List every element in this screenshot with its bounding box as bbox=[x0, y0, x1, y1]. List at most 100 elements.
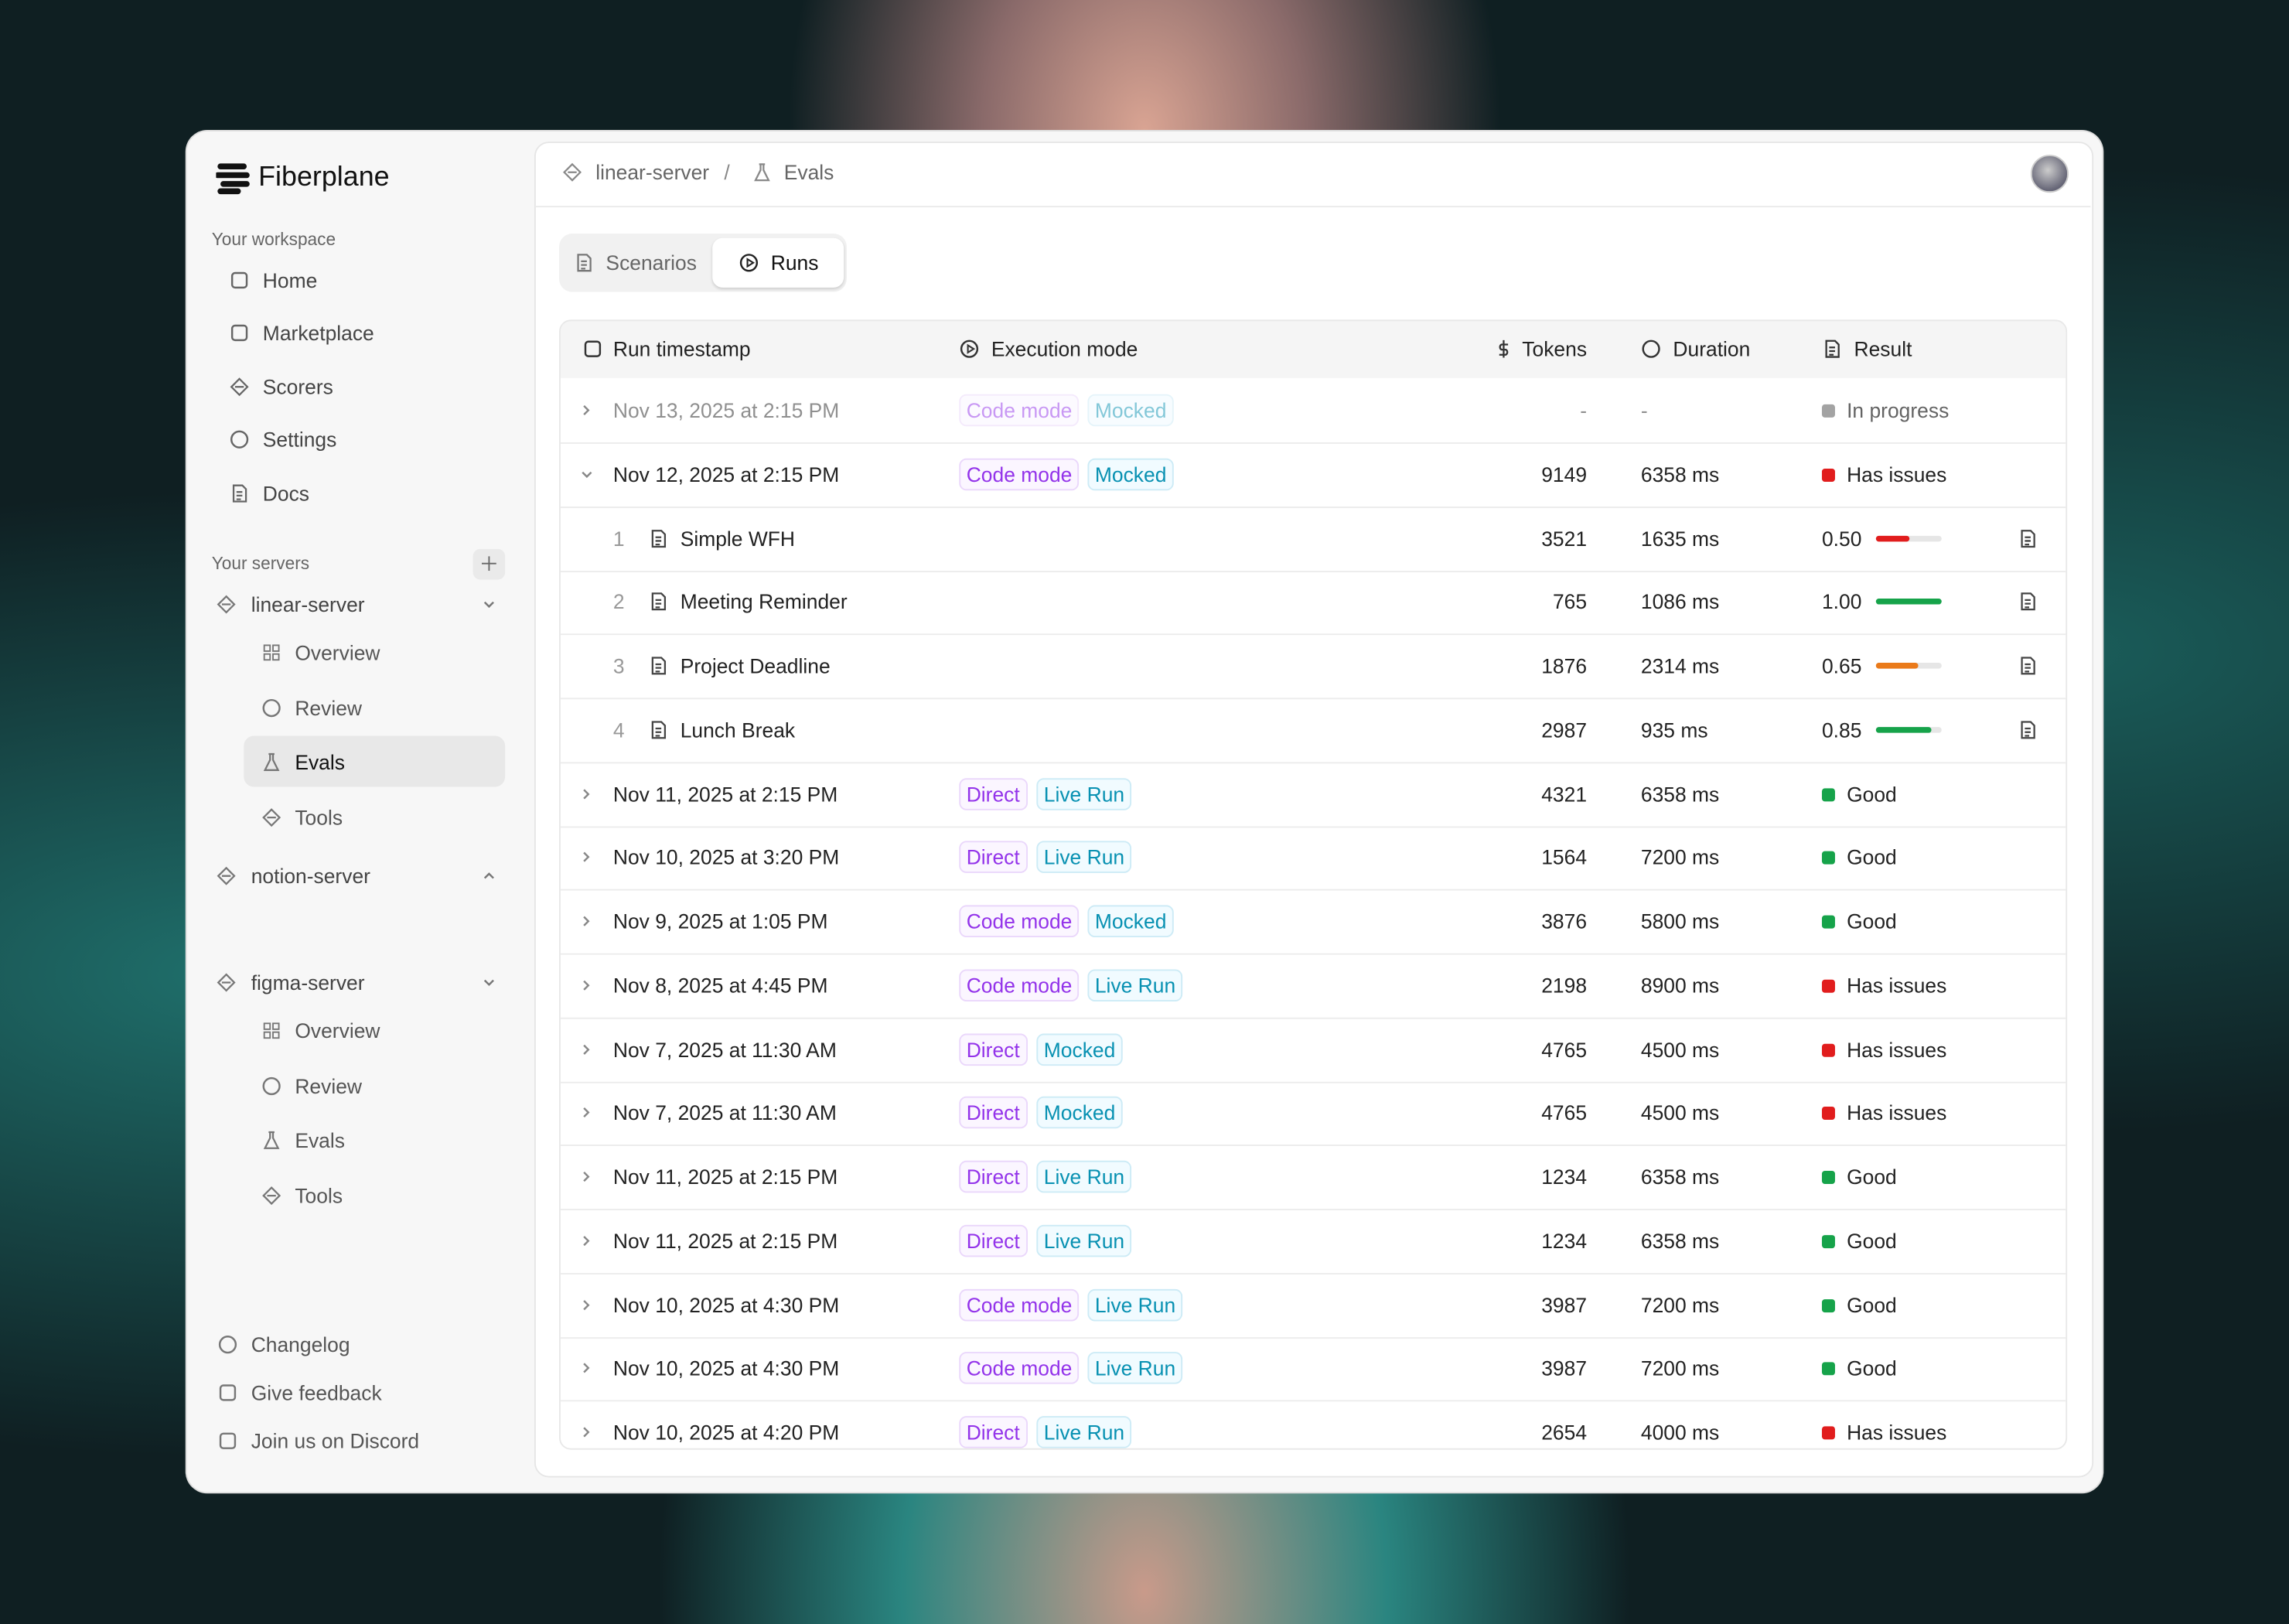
icon bbox=[261, 1130, 281, 1150]
status-dot bbox=[1821, 1426, 1835, 1440]
server-item[interactable]: Tools bbox=[295, 1183, 343, 1207]
icon[interactable] bbox=[2018, 527, 2038, 548]
row-divider bbox=[560, 1400, 2066, 1402]
mode-tag: Direct bbox=[959, 777, 1028, 810]
duration: 6358 ms bbox=[1640, 462, 1720, 486]
duration: 7200 ms bbox=[1640, 1356, 1720, 1380]
breadcrumb[interactable]: linear-server bbox=[595, 160, 710, 184]
divider bbox=[535, 206, 2091, 208]
footer-link[interactable]: Changelog bbox=[251, 1332, 350, 1356]
result: Has issues bbox=[1847, 462, 1947, 486]
column-header: Result bbox=[1854, 337, 1912, 361]
icon bbox=[577, 1166, 597, 1186]
run-timestamp[interactable]: Nov 11, 2025 at 2:15 PM bbox=[612, 781, 838, 806]
run-timestamp[interactable]: Nov 7, 2025 at 11:30 AM bbox=[612, 1100, 837, 1125]
mode-tag: Code mode bbox=[959, 905, 1080, 937]
scenario-name[interactable]: Meeting Reminder bbox=[680, 590, 848, 614]
run-timestamp[interactable]: Nov 11, 2025 at 2:15 PM bbox=[612, 1165, 838, 1189]
duration: 8900 ms bbox=[1640, 973, 1720, 997]
icon bbox=[217, 1383, 237, 1403]
run-timestamp[interactable]: Nov 10, 2025 at 3:20 PM bbox=[612, 845, 840, 869]
run-timestamp[interactable]: Nov 7, 2025 at 11:30 AM bbox=[612, 1037, 837, 1061]
table: Run timestamp Execution mode Tokens Duratio… bbox=[559, 319, 2068, 1450]
icon bbox=[959, 339, 979, 359]
icon bbox=[229, 377, 249, 397]
result: Good bbox=[1847, 909, 1897, 933]
nav-item[interactable]: Marketplace bbox=[262, 321, 374, 345]
mode-tag: Direct bbox=[959, 841, 1028, 874]
tokens: 2198 bbox=[1541, 973, 1588, 997]
server-item[interactable]: Tools bbox=[295, 805, 343, 829]
nav-item[interactable]: Scorers bbox=[262, 375, 333, 399]
server-name[interactable]: notion-server bbox=[251, 864, 370, 888]
tab[interactable]: Scenarios bbox=[606, 251, 697, 275]
row-divider bbox=[560, 1145, 2066, 1147]
status-dot bbox=[1821, 1234, 1835, 1248]
status-dot bbox=[1821, 1107, 1835, 1121]
result: Good bbox=[1847, 1165, 1897, 1189]
brand[interactable]: Fiberplane bbox=[258, 162, 390, 193]
nav-item[interactable]: Docs bbox=[262, 481, 310, 506]
result: Has issues bbox=[1847, 1037, 1947, 1061]
icon bbox=[577, 1039, 597, 1059]
mode-tag: Direct bbox=[959, 1032, 1028, 1066]
row-divider bbox=[560, 1336, 2066, 1339]
run-timestamp[interactable]: Nov 8, 2025 at 4:45 PM bbox=[612, 973, 828, 997]
mode-tag: Live Run bbox=[1087, 1352, 1183, 1385]
tokens: - bbox=[1580, 398, 1588, 422]
tokens: 3987 bbox=[1541, 1356, 1588, 1380]
row-divider bbox=[560, 761, 2066, 763]
server-name[interactable]: linear-server bbox=[251, 592, 365, 616]
icon[interactable] bbox=[2018, 656, 2038, 676]
run-timestamp[interactable]: Nov 10, 2025 at 4:20 PM bbox=[612, 1420, 840, 1445]
icon bbox=[577, 975, 597, 995]
run-timestamp[interactable]: Nov 10, 2025 at 4:30 PM bbox=[612, 1356, 840, 1380]
column-header: Tokens bbox=[1522, 337, 1588, 361]
tab-active[interactable]: Runs bbox=[770, 251, 819, 275]
server-item[interactable]: Evals bbox=[295, 750, 345, 774]
row-divider bbox=[560, 506, 2066, 508]
breadcrumb[interactable]: Evals bbox=[783, 160, 834, 184]
avatar[interactable] bbox=[2030, 155, 2069, 193]
icon bbox=[261, 697, 281, 717]
icon bbox=[229, 322, 249, 343]
nav-item[interactable]: Settings bbox=[262, 428, 337, 452]
icon bbox=[479, 972, 499, 992]
column-header: Execution mode bbox=[991, 337, 1138, 361]
run-timestamp[interactable]: Nov 10, 2025 at 4:30 PM bbox=[612, 1292, 840, 1316]
icon bbox=[229, 270, 249, 290]
duration: 4500 ms bbox=[1640, 1037, 1720, 1061]
server-item[interactable]: Review bbox=[295, 695, 362, 719]
mode-tag: Code mode bbox=[959, 1288, 1080, 1321]
server-item[interactable]: Evals bbox=[295, 1128, 345, 1152]
icon bbox=[1493, 339, 1513, 359]
nav-item[interactable]: Home bbox=[262, 268, 318, 292]
icon[interactable] bbox=[2018, 719, 2038, 739]
server-item[interactable]: Overview bbox=[295, 640, 380, 664]
add-server[interactable] bbox=[472, 548, 506, 580]
server-name[interactable]: figma-server bbox=[251, 971, 365, 995]
icon bbox=[577, 400, 597, 420]
scenario-name[interactable]: Project Deadline bbox=[680, 653, 831, 677]
scenario-name[interactable]: Lunch Break bbox=[680, 718, 796, 742]
status-dot bbox=[1821, 468, 1835, 482]
icon[interactable] bbox=[2018, 592, 2038, 612]
footer-link[interactable]: Give feedback bbox=[251, 1380, 382, 1405]
run-timestamp[interactable]: Nov 9, 2025 at 1:05 PM bbox=[612, 909, 828, 933]
run-timestamp[interactable]: Nov 12, 2025 at 2:15 PM bbox=[612, 462, 840, 486]
section-label: Your servers bbox=[211, 553, 310, 574]
icon bbox=[577, 847, 597, 867]
icon bbox=[562, 162, 582, 183]
mode-tag: Mocked bbox=[1087, 458, 1174, 490]
row-divider bbox=[560, 825, 2066, 827]
mode-tag: Code mode bbox=[959, 1352, 1080, 1385]
scenario-name[interactable]: Simple WFH bbox=[680, 526, 796, 550]
score: 0.85 bbox=[1821, 718, 1862, 742]
run-timestamp[interactable]: Nov 13, 2025 at 2:15 PM bbox=[612, 398, 840, 422]
footer-link[interactable]: Join us on Discord bbox=[251, 1429, 420, 1453]
row-divider bbox=[560, 570, 2066, 572]
server-item[interactable]: Review bbox=[295, 1073, 362, 1097]
icon bbox=[577, 911, 597, 931]
run-timestamp[interactable]: Nov 11, 2025 at 2:15 PM bbox=[612, 1229, 838, 1253]
server-item[interactable]: Overview bbox=[295, 1018, 380, 1042]
